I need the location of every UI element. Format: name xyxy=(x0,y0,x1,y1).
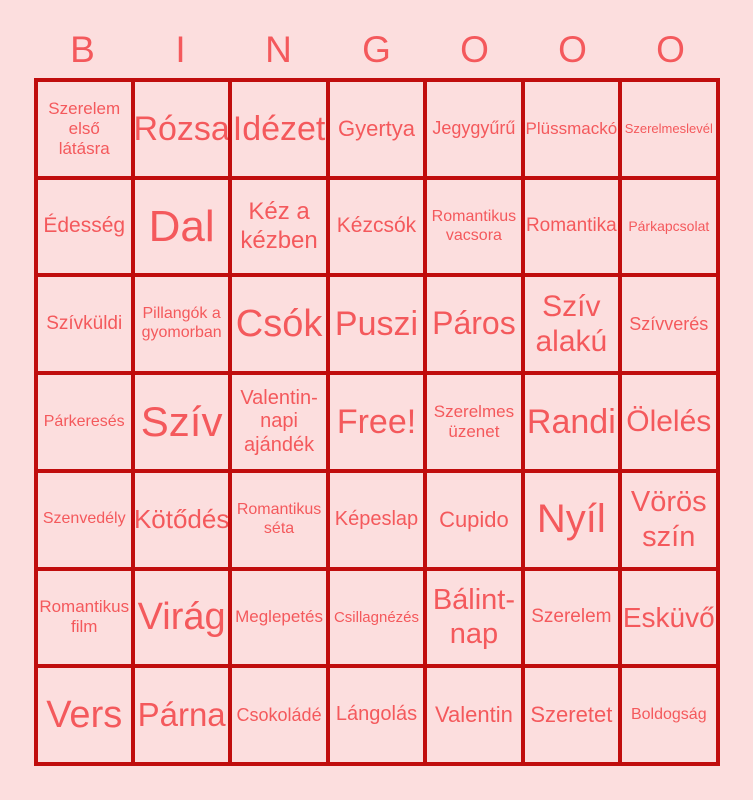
bingo-cell[interactable]: Szenvedély xyxy=(37,472,131,567)
bingo-cell[interactable]: Kéz a kézben xyxy=(232,179,326,274)
bingo-cell[interactable]: Jegygyűrű xyxy=(427,82,521,176)
bingo-cell[interactable]: Plüssmackó xyxy=(524,82,619,176)
title-letter: G xyxy=(362,29,391,70)
bingo-cell[interactable]: Szívküldi xyxy=(37,277,131,372)
bingo-cell[interactable]: Édesség xyxy=(37,179,131,274)
bingo-cell[interactable]: Csillagnézés xyxy=(329,570,424,665)
bingo-cell[interactable]: Rózsa xyxy=(134,82,229,176)
bingo-cell[interactable]: Romantika xyxy=(524,179,619,274)
bingo-cell[interactable]: Vers xyxy=(37,668,131,762)
bingo-cell[interactable]: Szív xyxy=(134,375,229,469)
bingo-cell[interactable]: Romantikus film xyxy=(37,570,131,665)
bingo-cell[interactable]: Páros xyxy=(427,277,521,372)
bingo-cell[interactable]: Párkeresés xyxy=(37,375,131,469)
bingo-cell[interactable]: Dal xyxy=(134,179,229,274)
bingo-cell[interactable]: Ölelés xyxy=(622,375,716,469)
bingo-cell[interactable]: Bálint- nap xyxy=(427,570,521,665)
bingo-cell[interactable]: Szívverés xyxy=(622,277,716,372)
bingo-cell[interactable]: Kézcsók xyxy=(329,179,424,274)
bingo-cell[interactable]: Szerelmeslevél xyxy=(622,82,716,176)
bingo-cell[interactable]: Csók xyxy=(232,277,326,372)
title-letter: O xyxy=(656,29,685,70)
title-letter: O xyxy=(558,29,587,70)
bingo-grid: Szerelem első látásra Rózsa Idézet Gyertya J… xyxy=(33,78,720,766)
bingo-cell[interactable]: Szív alakú xyxy=(524,277,619,372)
bingo-cell[interactable]: Pillangók a gyomorban xyxy=(134,277,229,372)
bingo-cell[interactable]: Randi xyxy=(524,375,619,469)
bingo-cell[interactable]: Gyertya xyxy=(329,82,424,176)
bingo-cell[interactable]: Meglepetés xyxy=(232,570,326,665)
bingo-cell[interactable]: Szerelmes üzenet xyxy=(427,375,521,469)
bingo-cell[interactable]: Valentin xyxy=(427,668,521,762)
bingo-cell[interactable]: Valentin- napi ajándék xyxy=(232,375,326,469)
title-letter: N xyxy=(265,29,292,70)
bingo-cell[interactable]: Nyíl xyxy=(524,472,619,567)
bingo-cell[interactable]: Párkapcsolat xyxy=(622,179,716,274)
bingo-cell[interactable]: Boldogság xyxy=(622,668,716,762)
bingo-cell[interactable]: Szerelem első látásra xyxy=(37,82,131,176)
bingo-cell[interactable]: Vörös szín xyxy=(622,472,716,567)
bingo-cell[interactable]: Kötődés xyxy=(134,472,229,567)
bingo-cell[interactable]: Szerelem xyxy=(524,570,619,665)
bingo-cell[interactable]: Csokoládé xyxy=(232,668,326,762)
free-space-cell[interactable]: Free! xyxy=(329,375,424,469)
bingo-cell[interactable]: Lángolás xyxy=(329,668,424,762)
bingo-cell[interactable]: Képeslap xyxy=(329,472,424,567)
bingo-cell[interactable]: Esküvő xyxy=(622,570,716,665)
bingo-cell[interactable]: Párna xyxy=(134,668,229,762)
title-letter: I xyxy=(175,29,186,70)
bingo-cell[interactable]: Romantikus séta xyxy=(232,472,326,567)
bingo-cell[interactable]: Cupido xyxy=(427,472,521,567)
title-letter: O xyxy=(460,29,489,70)
title-letter: B xyxy=(70,29,95,70)
bingo-cell[interactable]: Romantikus vacsora xyxy=(427,179,521,274)
bingo-cell[interactable]: Idézet xyxy=(232,82,326,176)
bingo-cell[interactable]: Virág xyxy=(134,570,229,665)
bingo-cell[interactable]: Szeretet xyxy=(524,668,619,762)
bingo-cell[interactable]: Puszi xyxy=(329,277,424,372)
